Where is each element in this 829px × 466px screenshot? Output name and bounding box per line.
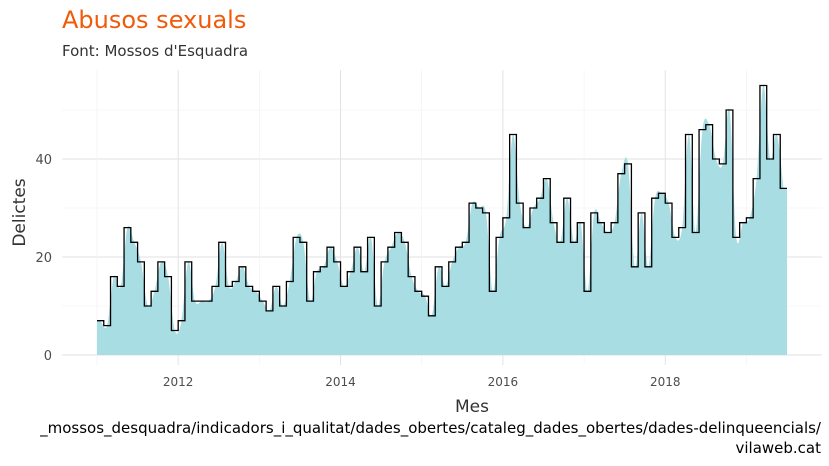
area-fill bbox=[97, 85, 787, 356]
x-tick-label: 2012 bbox=[163, 375, 194, 389]
x-tick-label: 2016 bbox=[488, 375, 519, 389]
y-tick-label: 20 bbox=[35, 251, 52, 266]
chart-title: Abusos sexuals bbox=[62, 6, 247, 34]
site-caption: vilaweb.cat bbox=[735, 439, 821, 457]
x-tick-label: 2018 bbox=[650, 375, 681, 389]
chart-subtitle: Font: Mossos d'Esquadra bbox=[62, 42, 249, 60]
y-tick-label: 0 bbox=[44, 349, 52, 364]
axis-layer: 0 20 40 2012 2014 2016 2018 Mes Delictes bbox=[10, 153, 681, 417]
x-tick-label: 2014 bbox=[325, 375, 356, 389]
source-url-caption: _mossos_desquadra/indicadors_i_qualitat/… bbox=[40, 419, 821, 437]
step-line bbox=[97, 84, 787, 332]
y-tick-label: 40 bbox=[35, 153, 52, 168]
y-axis-title: Delictes bbox=[10, 178, 30, 246]
x-axis-title: Mes bbox=[455, 397, 489, 417]
